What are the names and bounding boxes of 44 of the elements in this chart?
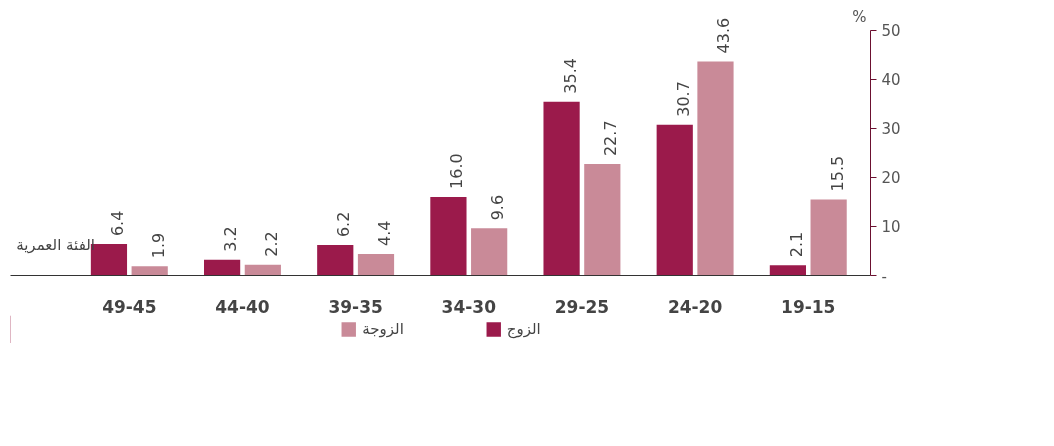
x-tick-label: 24-20 <box>667 296 723 317</box>
x-tick-label: 44-40 <box>215 296 270 317</box>
data-label: 6.2 <box>334 211 354 238</box>
data-label: 43.6 <box>714 17 734 54</box>
y-tick-label: 10 <box>881 218 901 237</box>
legend-label: الزوجة <box>362 320 404 338</box>
bar <box>697 61 734 276</box>
x-tick-label: 39-35 <box>328 296 383 317</box>
bar <box>471 228 508 276</box>
data-label: 22.7 <box>601 120 621 157</box>
y-axis-title: % <box>852 8 867 27</box>
x-axis-title: الفئة العمرية <box>16 235 95 254</box>
bar <box>317 245 354 276</box>
bar <box>810 199 847 276</box>
data-label: 1.9 <box>148 232 168 259</box>
data-label: 9.6 <box>488 194 508 221</box>
data-label: 15.5 <box>827 155 847 192</box>
y-tick-label: 30 <box>881 120 901 139</box>
bar <box>430 196 467 276</box>
x-tick-label: 49-45 <box>102 296 157 317</box>
bar <box>584 164 621 276</box>
data-label: 30.7 <box>673 81 693 117</box>
legend-label: الزوج <box>506 320 541 338</box>
data-label: 2.1 <box>786 231 806 258</box>
x-tick-label: 29-25 <box>554 296 610 317</box>
y-tick-label: 50 <box>881 22 901 41</box>
data-label: 6.4 <box>107 210 127 237</box>
bar <box>656 124 693 276</box>
x-tick-label: 19-15 <box>781 296 836 317</box>
data-label: 16.0 <box>447 153 467 189</box>
x-tick-label: 34-30 <box>441 296 497 317</box>
bar <box>357 253 395 276</box>
y-tick-label: - <box>881 267 887 286</box>
data-label: 35.4 <box>560 58 580 94</box>
bar <box>131 266 168 276</box>
bar <box>543 101 580 276</box>
bar <box>244 264 281 276</box>
data-label: 3.2 <box>221 226 241 252</box>
y-tick-label: 20 <box>881 169 901 188</box>
data-label: 2.2 <box>261 231 281 257</box>
bar <box>204 259 241 276</box>
bar <box>769 265 806 276</box>
data-label: 4.4 <box>375 220 394 246</box>
y-tick-label: 40 <box>881 71 901 90</box>
